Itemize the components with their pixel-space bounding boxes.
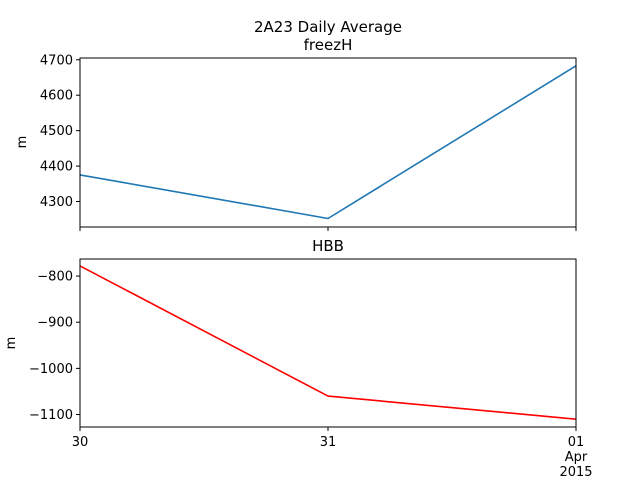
hbb-x-tick-label: 30 [72,435,89,450]
freezh-panel: freezH m 4300 4400 4500 4600 4700 [15,36,577,231]
hbb-x-tick-label: Apr [565,450,588,465]
hbb-y-tick-label: −1100 [29,408,73,423]
hbb-y-tick-label: −1000 [29,362,73,377]
hbb-title: HBB [312,237,344,255]
hbb-x-tick-label: 2015 [559,465,592,480]
hbb-y-axis-label: m [4,337,19,350]
hbb-series-line [79,265,577,420]
freezh-y-tick-label: 4400 [40,160,73,175]
freezh-y-tick-label: 4500 [40,124,73,139]
freezh-axes-frame [79,57,577,228]
freezh-y-axis-label: m [15,136,30,149]
freezh-y-tick-label: 4600 [40,89,73,104]
hbb-y-tick-label: −900 [37,316,73,331]
freezh-y-tick-label: 4300 [40,195,73,210]
freezh-plot-area: 4300 4400 4500 4600 4700 [40,53,577,231]
hbb-y-tick-label: −800 [37,270,73,285]
freezh-y-tick-label: 4700 [40,53,73,68]
figure-title: 2A23 Daily Average [254,18,402,36]
hbb-axes-frame [79,258,577,428]
hbb-x-tick-label: 01 [568,435,585,450]
hbb-x-tick-label: 31 [320,435,337,450]
freezh-series-line [79,65,577,220]
freezh-title: freezH [304,36,353,54]
